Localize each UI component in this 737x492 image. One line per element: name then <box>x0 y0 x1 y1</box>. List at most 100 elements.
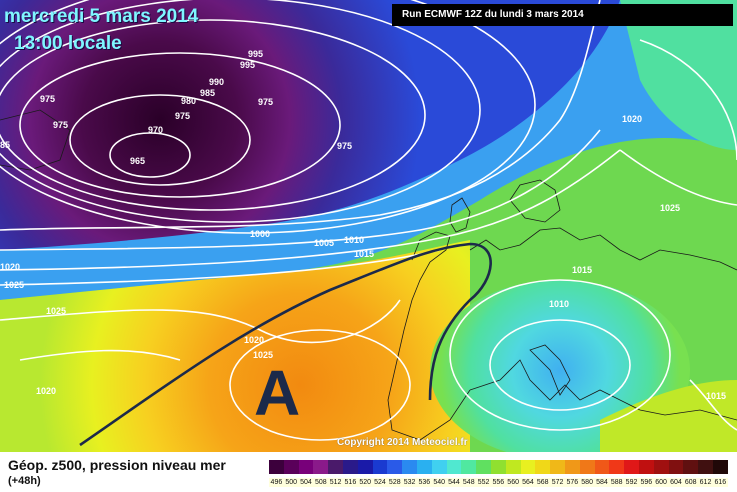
color-scale-swatch <box>372 460 388 474</box>
color-scale-swatch <box>446 460 462 474</box>
color-scale-label: 520 <box>357 478 373 487</box>
isobar-1020-sw <box>19 349 181 361</box>
color-scale-swatch <box>490 460 506 474</box>
isobar-label: 975 <box>258 97 273 107</box>
color-scale-swatch <box>594 460 610 474</box>
isobar-label: 990 <box>209 77 224 87</box>
coast-iberia-france <box>387 231 471 441</box>
color-scale-swatch <box>431 460 447 474</box>
color-scale-label: 536 <box>416 478 432 487</box>
color-scale-label: 528 <box>387 478 403 487</box>
color-scale-swatch <box>476 460 491 474</box>
model-run-banner: Run ECMWF 12Z du lundi 3 mars 2014 <box>392 4 733 26</box>
color-scale-label: 512 <box>328 478 343 487</box>
isobar-980 <box>0 19 426 211</box>
isobar-1015-se <box>689 379 737 431</box>
isobar-label: 1015 <box>354 249 374 259</box>
color-scale-label: 524 <box>372 478 388 487</box>
color-scale-label: 572 <box>550 478 565 487</box>
color-scale-label: 500 <box>283 478 299 487</box>
isobar-label: 1025 <box>46 306 66 316</box>
coast-north-europe <box>469 227 737 271</box>
color-scale-swatch <box>653 460 669 474</box>
coast-italy <box>529 344 571 396</box>
color-scale-swatch <box>520 460 536 474</box>
color-scale-label: 596 <box>638 478 654 487</box>
isobar-label: 85 <box>0 140 10 150</box>
color-scale-swatch <box>535 460 551 474</box>
isobar-label: 1025 <box>660 203 680 213</box>
isobar-label: 1015 <box>572 265 592 275</box>
color-scale-label: 532 <box>402 478 417 487</box>
isobar-975 <box>19 52 341 198</box>
color-scale-swatch <box>668 460 684 474</box>
color-scale-label: 600 <box>653 478 669 487</box>
isobar-1010-trough <box>489 319 631 411</box>
color-scale-labels: 496 500 504 508 512 516 520 524 528 532 536 540 544 5… <box>269 478 728 487</box>
coast-greenland-south <box>0 109 71 171</box>
color-scale-label: 504 <box>298 478 314 487</box>
isobar-label: 965 <box>130 156 145 166</box>
color-scale-label: 580 <box>579 478 595 487</box>
isobar-1025-high <box>229 329 411 441</box>
isobar-label: 1010 <box>344 235 364 245</box>
color-scale-label: 568 <box>535 478 551 487</box>
isobar-label: 975 <box>53 120 68 130</box>
legend-subtitle: (+48h) <box>8 475 41 487</box>
isobar-1005 <box>0 129 601 251</box>
isobar-label: 1005 <box>314 238 334 248</box>
copyright-text: Copyright 2014 Meteociel.fr <box>337 437 468 448</box>
isobar-label: 975 <box>40 94 55 104</box>
color-scale-swatch <box>579 460 595 474</box>
forecast-time: 13:00 locale <box>14 33 122 54</box>
field-southeast-band <box>600 380 737 452</box>
forecast-date: mercredi 5 mars 2014 <box>4 6 199 27</box>
color-scale-label: 612 <box>698 478 713 487</box>
color-scale <box>269 460 728 474</box>
legend-title: Géop. z500, pression niveau mer <box>8 457 226 473</box>
isobar-label: 1025 <box>4 280 24 290</box>
isobar-985 <box>0 0 481 223</box>
color-scale-label: 564 <box>520 478 536 487</box>
color-scale-label: 588 <box>609 478 625 487</box>
color-scale-swatch <box>269 460 284 474</box>
color-scale-swatch <box>712 460 728 474</box>
isobar-990 <box>0 0 536 234</box>
color-scale-label: 556 <box>490 478 506 487</box>
color-scale-label: 592 <box>624 478 639 487</box>
color-scale-label: 608 <box>683 478 699 487</box>
coast-britain <box>449 197 471 233</box>
isobar-label: 995 <box>240 60 255 70</box>
color-scale-swatch <box>283 460 299 474</box>
isobars <box>0 0 737 441</box>
isobar-label: 975 <box>175 111 190 121</box>
isobar-970 <box>69 94 251 186</box>
isobar-label: 1020 <box>244 335 264 345</box>
color-scale-label: 544 <box>446 478 462 487</box>
isobar-1025-east <box>619 149 737 206</box>
pressure-map: 995 995 990 985 980 975 975 975 975 975 … <box>0 0 737 452</box>
color-scale-swatch <box>638 460 654 474</box>
isobar-label: 985 <box>200 88 215 98</box>
isobar-label: 1010 <box>549 299 569 309</box>
color-scale-label: 496 <box>269 478 284 487</box>
color-scale-swatch <box>698 460 713 474</box>
geopotential-552-line <box>79 242 492 447</box>
isobar-labels: 995 995 990 985 980 975 975 975 975 975 … <box>0 49 726 401</box>
color-scale-label: 576 <box>564 478 580 487</box>
color-scale-swatch <box>357 460 373 474</box>
color-scale-label: 540 <box>431 478 447 487</box>
legend-footer: Géop. z500, pression niveau mer (+48h) 4… <box>0 452 737 492</box>
color-scale-swatch <box>416 460 432 474</box>
color-scale-label: 548 <box>461 478 477 487</box>
coastlines <box>0 109 737 441</box>
color-scale-swatch <box>683 460 699 474</box>
isobar-1000 <box>0 0 601 231</box>
color-scale-label: 604 <box>668 478 684 487</box>
color-scale-swatch <box>328 460 343 474</box>
coast-scandinavia-south <box>509 179 561 223</box>
isobar-label: 975 <box>337 141 352 151</box>
color-scale-swatch <box>550 460 565 474</box>
isobar-label: 980 <box>181 96 196 106</box>
